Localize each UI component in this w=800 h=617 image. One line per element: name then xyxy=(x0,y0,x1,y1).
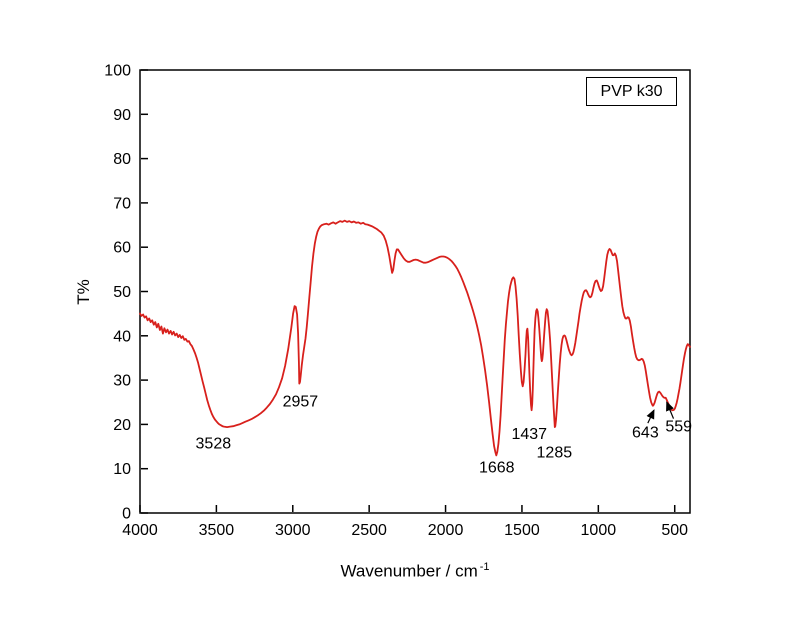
peak-label-1668: 1668 xyxy=(479,459,515,476)
spectrum-line xyxy=(139,219,691,457)
x-axis-label-text: Wavenumber / cm xyxy=(340,561,478,581)
x-tick-label: 2500 xyxy=(351,522,387,539)
y-tick-label: 80 xyxy=(113,151,131,168)
y-tick-label: 30 xyxy=(113,373,131,390)
x-tick-label: 3500 xyxy=(199,522,235,539)
peak-label-559: 559 xyxy=(665,419,692,436)
x-tick-label: 4000 xyxy=(122,522,158,539)
peak-label-1437: 1437 xyxy=(511,426,547,443)
y-tick-label: 100 xyxy=(104,63,131,80)
peak-label-643: 643 xyxy=(632,424,659,441)
y-tick-label: 50 xyxy=(113,284,131,301)
x-axis-label: Wavenumber / cm -1 xyxy=(140,561,690,582)
y-tick-label: 10 xyxy=(113,461,131,478)
legend-label: PVP k30 xyxy=(600,82,663,100)
x-tick-label: 500 xyxy=(661,522,688,539)
peak-arrow-643 xyxy=(646,409,655,424)
legend-box: PVP k30 xyxy=(586,77,677,106)
x-tick-label: 1000 xyxy=(581,522,617,539)
y-tick-label: 90 xyxy=(113,107,131,124)
x-tick-label: 3000 xyxy=(275,522,311,539)
x-axis-label-superscript: -1 xyxy=(479,561,490,573)
y-tick-label: 40 xyxy=(113,328,131,345)
peak-label-2957: 2957 xyxy=(283,393,319,410)
y-axis-label: T% xyxy=(74,279,93,305)
x-tick-label: 1500 xyxy=(504,522,540,539)
plot-frame xyxy=(139,69,691,514)
y-tick-label: 70 xyxy=(113,195,131,212)
x-tick-label: 2000 xyxy=(428,522,464,539)
y-tick-label: 60 xyxy=(113,240,131,257)
peak-label-1285: 1285 xyxy=(537,444,573,461)
peak-label-3528: 3528 xyxy=(196,436,232,453)
peak-arrow-559 xyxy=(666,401,675,419)
y-tick-label: 20 xyxy=(113,417,131,434)
y-tick-label: 0 xyxy=(122,506,131,523)
